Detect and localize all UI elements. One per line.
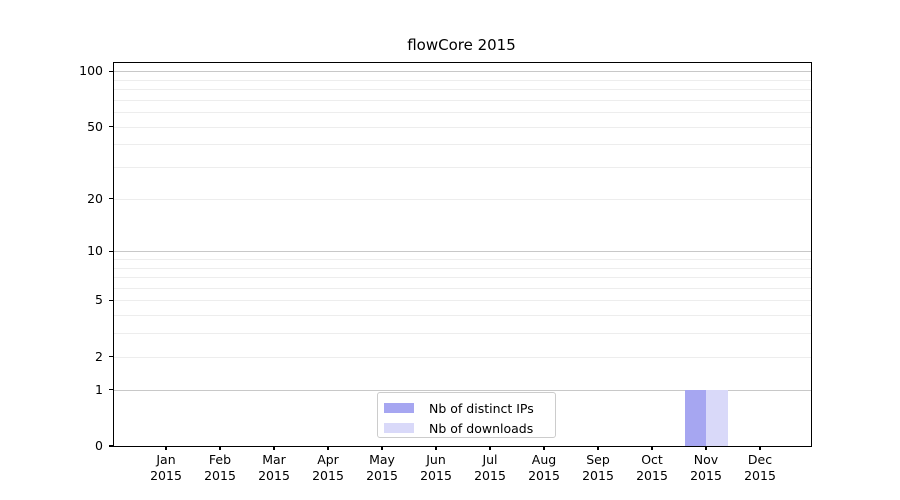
x-tick-label-feb: Feb 2015	[204, 452, 236, 483]
gridline-y-50	[114, 126, 811, 128]
x-tick-label-jan: Jan 2015	[150, 452, 182, 483]
y-tick-label-0: 0	[95, 438, 103, 453]
y-tick-label-1: 1	[95, 381, 103, 397]
x-tick-label-dec: Dec 2015	[744, 452, 776, 483]
x-tick-jun	[435, 446, 437, 450]
gridline-y-30	[114, 167, 811, 169]
gridline-y-60	[114, 112, 811, 114]
x-tick-label-may: May 2015	[366, 452, 398, 483]
x-tick-label-jun: Jun 2015	[420, 452, 452, 483]
gridline-y-100	[114, 71, 811, 73]
x-tick-label-sep: Sep 2015	[582, 452, 614, 483]
gridline-y-80	[114, 89, 811, 91]
legend-label-downloads: Nb of downloads	[429, 420, 534, 436]
gridline-y-10	[114, 251, 811, 253]
chart-title: flowCore 2015	[407, 36, 516, 54]
x-tick-jul	[489, 446, 491, 450]
y-tick-label-10: 10	[87, 243, 103, 259]
y-tick-label-100: 100	[79, 63, 103, 79]
gridline-y-8	[114, 267, 811, 269]
y-tick-5	[109, 299, 113, 302]
x-tick-aug	[543, 446, 545, 450]
legend-swatch-downloads	[384, 423, 414, 433]
gridline-y-2	[114, 356, 811, 358]
legend-label-distinct-ips: Nb of distinct IPs	[429, 400, 534, 416]
x-tick-label-nov: Nov 2015	[690, 452, 722, 483]
x-tick-label-aug: Aug 2015	[528, 452, 560, 483]
y-tick-1	[109, 389, 113, 391]
gridline-y-3	[114, 333, 811, 335]
gridline-y-20	[114, 198, 811, 200]
x-tick-label-oct: Oct 2015	[636, 452, 668, 483]
x-tick-sep	[597, 446, 599, 450]
gridline-y-7	[114, 277, 811, 279]
x-tick-jan	[165, 446, 167, 450]
y-tick-label-2: 2	[95, 348, 103, 364]
x-tick-mar	[273, 446, 275, 450]
y-tick-10	[109, 250, 113, 252]
legend-swatch-distinct-ips	[384, 403, 414, 413]
x-tick-dec	[759, 446, 761, 450]
x-tick-label-apr: Apr 2015	[312, 452, 344, 483]
gridline-y-40	[114, 144, 811, 146]
y-tick-100	[109, 70, 113, 72]
bar-nov-distinct-ips	[684, 389, 706, 446]
bar-nov-downloads	[706, 389, 728, 446]
x-tick-label-mar: Mar 2015	[258, 452, 290, 483]
y-tick-label-20: 20	[87, 190, 103, 206]
y-tick-0	[109, 445, 113, 447]
y-tick-label-50: 50	[87, 118, 103, 134]
x-tick-label-jul: Jul 2015	[474, 452, 506, 483]
gridline-y-5	[114, 300, 811, 302]
y-tick-20	[109, 198, 113, 200]
legend-item-downloads: Nb of downloads	[384, 418, 555, 438]
y-tick-label-5: 5	[95, 292, 103, 308]
gridline-y-6	[114, 287, 811, 289]
x-tick-feb	[219, 446, 221, 450]
x-tick-nov	[705, 446, 707, 450]
gridline-y-4	[114, 315, 811, 317]
gridline-y-1	[114, 389, 811, 391]
gridline-y-9	[114, 259, 811, 260]
gridline-y-70	[114, 99, 811, 101]
legend: Nb of distinct IPs Nb of downloads	[377, 392, 556, 438]
x-tick-oct	[651, 446, 653, 450]
gridline-y-90	[114, 79, 811, 81]
y-tick-2	[109, 356, 113, 358]
x-tick-may	[381, 446, 383, 450]
x-tick-apr	[327, 446, 329, 450]
legend-item-distinct-ips: Nb of distinct IPs	[384, 398, 555, 418]
y-tick-50	[109, 126, 113, 128]
plot-area	[113, 62, 812, 447]
